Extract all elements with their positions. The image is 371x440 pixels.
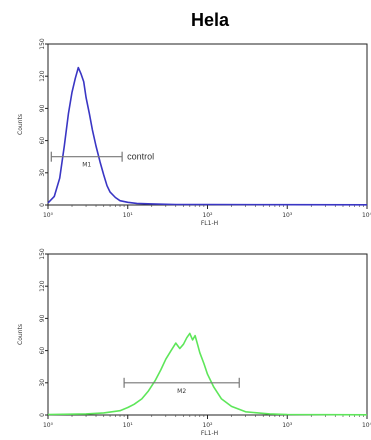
plot-frame: [47, 253, 368, 416]
x-tick-label: 10⁴: [362, 212, 371, 219]
x-tick-label: 10¹: [123, 212, 134, 219]
y-tick-label: 30: [39, 379, 46, 387]
x-tick-label: 10⁰: [43, 422, 54, 429]
x-tick-label: 10²: [202, 212, 213, 219]
histogram-series-line: [47, 332, 368, 416]
y-tick-label: 0: [39, 203, 46, 207]
y-axis-label: Counts: [17, 114, 24, 135]
y-axis-label: Counts: [17, 324, 24, 345]
histogram-series-line: [47, 66, 368, 206]
x-tick-label: 10³: [282, 212, 293, 219]
y-tick-label: 150: [39, 248, 46, 260]
x-tick-label: 10²: [202, 422, 213, 429]
y-tick-label: 30: [39, 169, 46, 177]
x-tick-label: 10⁴: [362, 422, 371, 429]
y-tick-label: 0: [39, 413, 46, 417]
x-axis-label: FL1-H: [201, 430, 218, 437]
chart-title: Hela: [191, 10, 230, 30]
legend-text: control: [127, 152, 154, 162]
x-axis-label: FL1-H: [201, 220, 218, 227]
x-tick-label: 10⁰: [43, 212, 54, 219]
y-tick-label: 90: [39, 104, 46, 112]
gate-label: M1: [82, 162, 91, 169]
histogram-panel-control: 10⁰ 10¹ 10² 10³ 10⁴ 0 30 60 90 120 150 FL1-H Counts M…: [17, 38, 371, 227]
plot-frame: [47, 43, 368, 206]
histogram-panel-stained: 10⁰ 10¹ 10² 10³ 10⁴ 0 30 60 90 120 150 FL1-H Counts M…: [17, 248, 371, 437]
y-tick-label: 90: [39, 314, 46, 322]
y-tick-label: 60: [39, 137, 46, 145]
gate-label: M2: [177, 388, 186, 395]
x-tick-label: 10³: [282, 422, 293, 429]
y-tick-label: 120: [39, 70, 46, 82]
y-tick-label: 120: [39, 280, 46, 292]
y-tick-label: 150: [39, 38, 46, 50]
y-tick-label: 60: [39, 347, 46, 355]
x-tick-label: 10¹: [123, 422, 134, 429]
